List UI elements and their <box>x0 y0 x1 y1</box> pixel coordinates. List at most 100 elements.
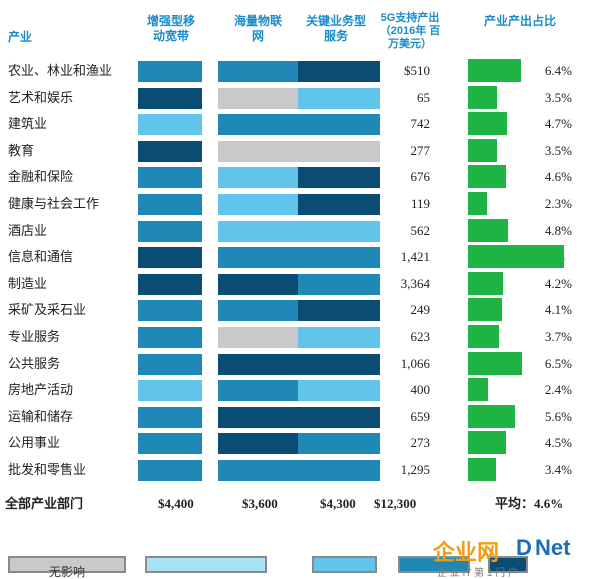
output-value: 623 <box>410 329 431 344</box>
impact-cell <box>218 194 300 215</box>
impact-cell <box>298 87 380 109</box>
impact-cell <box>138 194 202 215</box>
impact-cell <box>138 460 202 481</box>
share-bar <box>468 458 497 481</box>
header-col4-line2: （2016年 百 <box>379 25 441 37</box>
share-bar <box>468 192 488 215</box>
output-value: 277 <box>410 142 431 158</box>
header-col4-line1: 5G支持产出 <box>380 12 440 24</box>
impact-cell <box>218 406 300 428</box>
legend-label: 无影响 <box>48 565 85 579</box>
watermark: 企业网 D Net 企 业 IT 第 1 门 户 <box>433 535 600 579</box>
share-label: 4.1% <box>544 302 572 318</box>
legend-swatch <box>312 556 377 573</box>
legend-swatch <box>8 556 126 573</box>
watermark-subtitle: 企 业 IT 第 1 门 户 <box>437 568 518 579</box>
share-bar <box>468 59 522 82</box>
impact-cell <box>138 406 202 428</box>
header-col1-line2: 动宽带 <box>152 29 189 43</box>
impact-cell <box>138 433 202 455</box>
industry-label: 运输和储存 <box>8 408 74 424</box>
header-col3-line1: 关键业务型 <box>305 14 366 28</box>
share-label: 3.7% <box>544 329 572 344</box>
share-bar <box>468 245 564 269</box>
share-label: 2.4% <box>544 382 572 398</box>
share-label: 4.2% <box>544 275 572 291</box>
header-col2-line1: 海量物联 <box>233 14 282 28</box>
header-5g-output: 5G支持产出 （2016年 百 万美元） <box>370 12 450 51</box>
industry-label: 采矿及采石业 <box>8 302 87 318</box>
share-label: 6.5% <box>544 355 572 371</box>
share-label: 4.7% <box>544 116 572 132</box>
impact-cell <box>138 61 202 82</box>
industry-label: 金融和保险 <box>8 169 74 185</box>
total-col2: $3,600 <box>242 496 278 511</box>
impact-cell <box>138 114 202 136</box>
impact-cell <box>218 353 300 375</box>
impact-cell <box>298 460 380 481</box>
share-bar <box>468 112 508 136</box>
impact-cell <box>218 220 300 242</box>
impact-cell <box>138 167 202 189</box>
output-value: 1,421 <box>400 249 430 265</box>
output-value: 562 <box>410 222 431 238</box>
share-bar <box>468 218 509 242</box>
impact-cell <box>298 167 380 189</box>
impact-cell <box>138 353 202 375</box>
header-massive-iot: 海量物联 网 <box>218 14 298 44</box>
output-value: 119 <box>410 196 430 211</box>
share-bar <box>468 298 503 322</box>
output-value: 249 <box>410 302 431 318</box>
share-bar <box>468 138 498 162</box>
output-value: 659 <box>410 408 431 424</box>
impact-cell <box>218 273 300 295</box>
impact-cell <box>298 353 380 375</box>
share-bar <box>468 325 499 348</box>
legend-swatch <box>145 556 267 573</box>
industry-label: 制造业 <box>8 275 48 291</box>
output-value: 676 <box>410 169 431 185</box>
impact-cell <box>298 406 380 428</box>
industry-label: 专业服务 <box>8 329 61 344</box>
impact-cell <box>298 61 380 82</box>
header-col4-line3: 万美元） <box>388 38 432 50</box>
impact-cell <box>138 247 202 269</box>
industry-label: 批发和零售业 <box>8 462 87 477</box>
share-bar <box>468 351 523 375</box>
header-mission-critical: 关键业务型 服务 <box>296 14 376 44</box>
industry-label: 农业、林业和渔业 <box>8 63 113 78</box>
share-label: 6.4% <box>544 63 572 78</box>
impact-cell <box>298 140 380 162</box>
impact-cell <box>298 194 380 215</box>
share-bar <box>468 271 504 295</box>
total-col3: $4,300 <box>320 496 356 511</box>
header-col3-line2: 服务 <box>323 29 348 43</box>
impact-cell <box>218 61 300 82</box>
industry-label: 健康与社会工作 <box>8 196 100 211</box>
share-bar <box>468 431 506 455</box>
industry-label: 公共服务 <box>8 355 61 371</box>
impact-cell <box>298 380 380 402</box>
impact-cell <box>138 87 202 109</box>
impact-cell <box>298 247 380 269</box>
share-label: 4.5% <box>544 435 572 451</box>
impact-cell <box>218 327 300 348</box>
impact-cell <box>298 114 380 136</box>
impact-cell <box>298 433 380 455</box>
impact-cell <box>298 220 380 242</box>
share-bar <box>468 165 507 189</box>
impact-cell <box>138 380 202 402</box>
industry-label: 教育 <box>8 142 35 158</box>
header-enhanced-mobile-broadband: 增强型移 动宽带 <box>136 14 206 44</box>
watermark-brand-1: 企业网 <box>433 540 500 565</box>
share-label: 11.5% <box>532 249 566 265</box>
legend-swatch <box>398 556 470 573</box>
legend-swatch <box>488 556 528 573</box>
share-label: 5.6% <box>544 408 572 424</box>
share-label: 2.3% <box>544 196 572 211</box>
industry-label: 建筑业 <box>8 116 48 132</box>
header-col2-line2: 网 <box>251 29 264 43</box>
output-value: 3,364 <box>400 275 430 291</box>
industry-label: 信息和通信 <box>8 249 74 265</box>
